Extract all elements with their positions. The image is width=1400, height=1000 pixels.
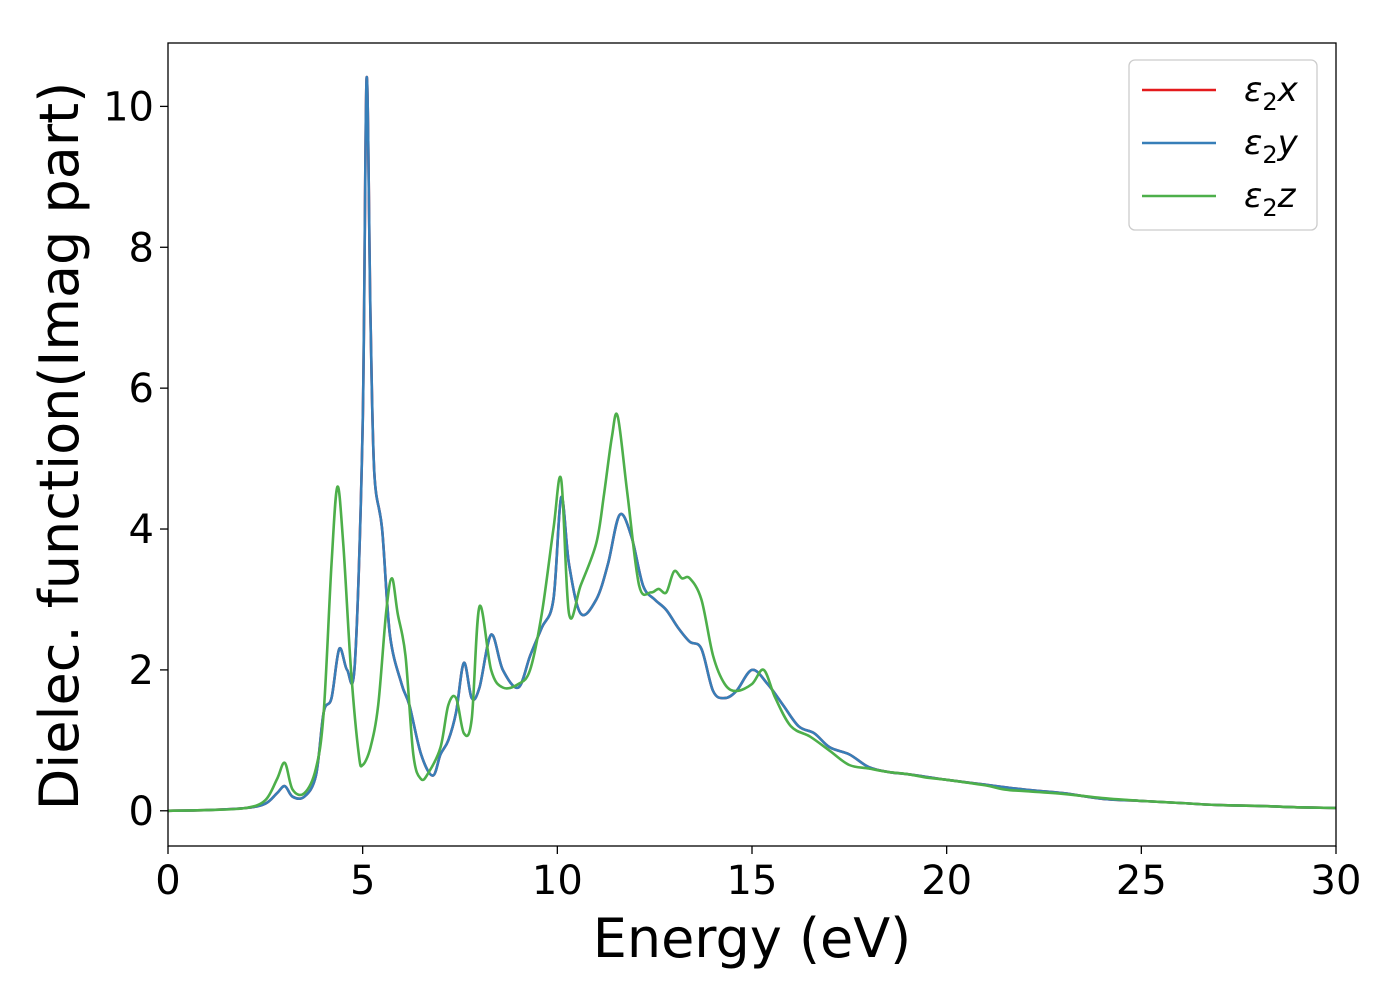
legend-letter: y — [1277, 123, 1299, 163]
y-tick-label: 0 — [129, 789, 154, 835]
legend-subscript: 2 — [1262, 88, 1277, 116]
x-axis-label: Energy (eV) — [593, 907, 912, 970]
legend-symbol: ε — [1244, 176, 1262, 216]
x-tick-label: 25 — [1116, 858, 1167, 904]
x-tick-label: 5 — [350, 858, 375, 904]
legend-subscript: 2 — [1262, 194, 1277, 222]
series-layer — [167, 75, 1337, 813]
legend-label-x: ε2x — [1244, 70, 1299, 116]
x-tick-label: 30 — [1311, 858, 1362, 904]
legend-letter: x — [1277, 70, 1299, 110]
y-tick-label: 6 — [129, 366, 154, 412]
legend-label-z: ε2z — [1244, 176, 1297, 222]
x-tick-label: 0 — [155, 858, 180, 904]
x-tick-label: 10 — [532, 858, 583, 904]
y-axis: 0 2 4 6 8 10 — [103, 84, 168, 835]
x-tick-label: 15 — [727, 858, 778, 904]
legend-label-y: ε2y — [1244, 123, 1299, 169]
x-tick-label: 20 — [921, 858, 972, 904]
y-axis-label: Dielec. function(Imag part) — [28, 82, 91, 811]
series-line-z — [167, 412, 1337, 813]
legend-symbol: ε — [1244, 123, 1262, 163]
legend-symbol: ε — [1244, 70, 1262, 110]
y-tick-label: 10 — [103, 84, 154, 130]
legend-letter: z — [1277, 176, 1297, 216]
x-axis: 0 5 10 15 20 25 30 — [155, 846, 1361, 904]
legend-subscript: 2 — [1262, 141, 1277, 169]
legend-box — [1128, 59, 1318, 231]
y-tick-label: 4 — [129, 507, 154, 553]
y-tick-label: 8 — [129, 225, 154, 271]
y-tick-label: 2 — [129, 648, 154, 694]
